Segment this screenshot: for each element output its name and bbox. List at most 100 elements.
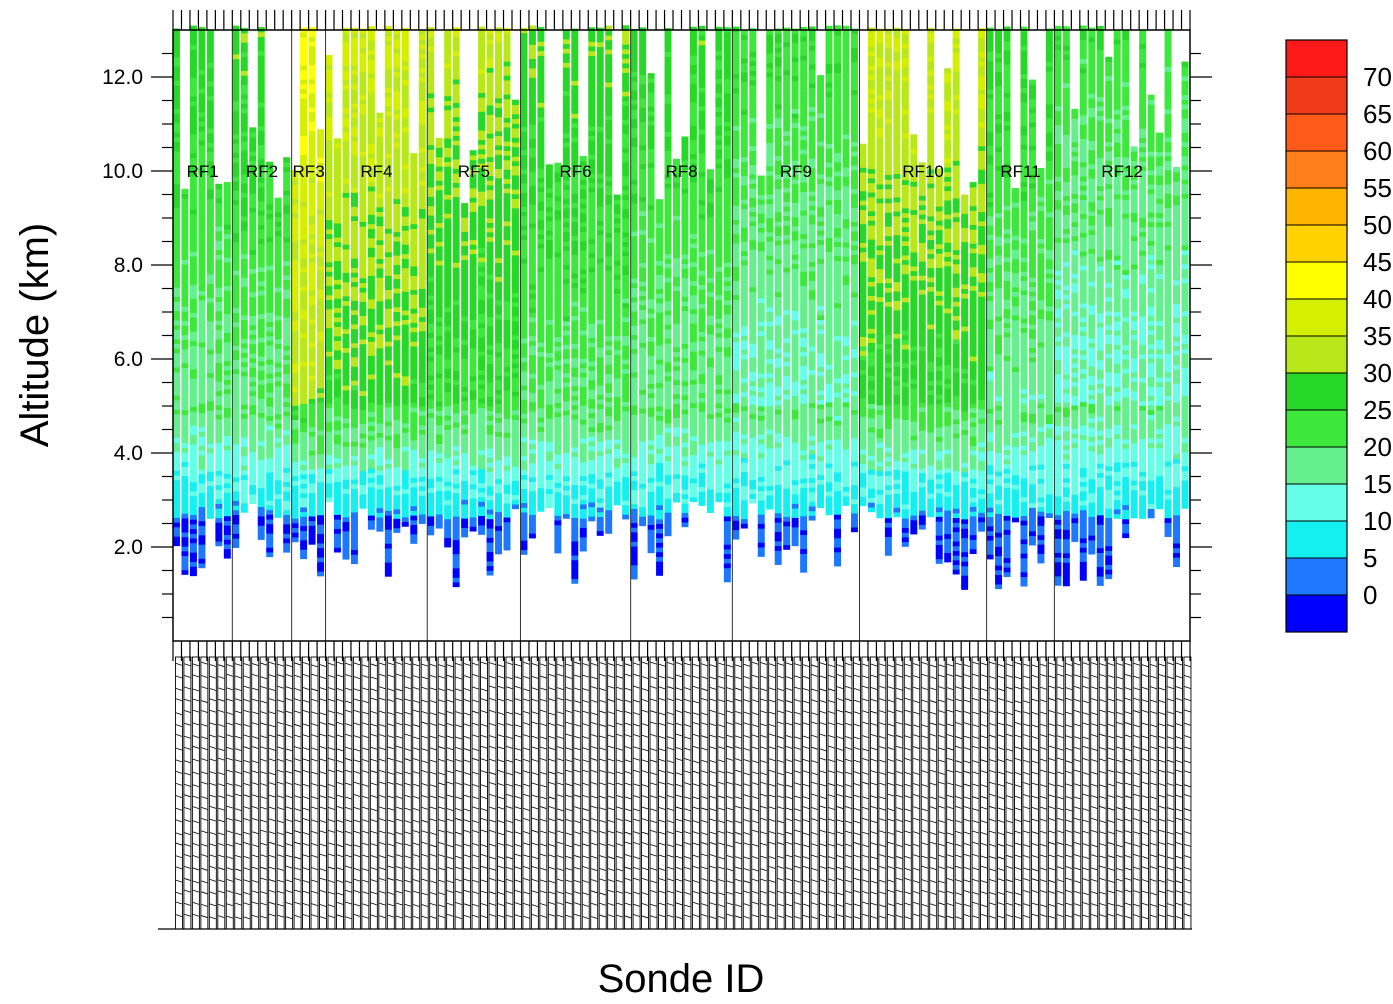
- heatmap-cell: [410, 430, 418, 436]
- heatmap-cell: [495, 238, 502, 245]
- heatmap-cell: [571, 554, 579, 561]
- heatmap-cell: [461, 475, 469, 481]
- heatmap-cell: [367, 524, 375, 530]
- heatmap-cell: [198, 36, 206, 42]
- heatmap-cell: [495, 107, 502, 113]
- heatmap-cell: [376, 131, 384, 137]
- heatmap-cell: [435, 213, 443, 219]
- heatmap-cell: [393, 457, 401, 463]
- heatmap-cell: [571, 418, 579, 424]
- heatmap-cell: [334, 354, 341, 360]
- heatmap-cell: [571, 301, 579, 307]
- heatmap-cell: [274, 484, 282, 490]
- heatmap-cell: [206, 109, 214, 115]
- heatmap-cell: [537, 191, 545, 197]
- heatmap-cell: [512, 217, 519, 223]
- heatmap-cell: [469, 305, 477, 311]
- heatmap-cell: [342, 526, 350, 532]
- heatmap-cell: [452, 464, 460, 470]
- heatmap-cell: [435, 349, 443, 355]
- heatmap-cell: [418, 81, 426, 87]
- heatmap-cell: [215, 498, 223, 504]
- heatmap-cell: [342, 126, 350, 132]
- heatmap-cell: [520, 526, 528, 532]
- heatmap-cell: [181, 517, 189, 524]
- heatmap-cell: [359, 428, 367, 434]
- heatmap-cell: [452, 459, 460, 465]
- heatmap-cell: [173, 221, 180, 227]
- heatmap-cell: [223, 506, 231, 512]
- heatmap-cell: [173, 33, 180, 39]
- heatmap-cell: [384, 204, 392, 211]
- heatmap-cell: [249, 155, 257, 161]
- heatmap-cell: [266, 434, 274, 440]
- heatmap-cell: [461, 325, 469, 331]
- heatmap-cell: [427, 36, 435, 42]
- heatmap-cell: [461, 466, 469, 472]
- heatmap-cell: [435, 457, 443, 463]
- heatmap-cell: [325, 224, 333, 230]
- heatmap-cell: [495, 346, 502, 353]
- heatmap-cell: [317, 199, 325, 206]
- heatmap-cell: [537, 450, 545, 456]
- heatmap-cell: [393, 414, 401, 421]
- heatmap-cell: [545, 427, 553, 433]
- heatmap-cell: [249, 207, 257, 213]
- heatmap-cell: [588, 238, 596, 244]
- heatmap-cell: [571, 334, 579, 340]
- heatmap-cell: [317, 500, 325, 506]
- heatmap-cell: [486, 560, 494, 567]
- heatmap-cell: [350, 70, 358, 76]
- heatmap-cell: [240, 371, 248, 377]
- heatmap-cell: [376, 418, 384, 424]
- heatmap-cell: [189, 364, 197, 370]
- heatmap-cell: [350, 41, 358, 48]
- heatmap-cell: [198, 327, 206, 334]
- heatmap-cell: [427, 459, 435, 465]
- heatmap-cell: [300, 210, 308, 217]
- heatmap-cell: [300, 464, 308, 470]
- heatmap-cell: [528, 91, 536, 97]
- heatmap-cell: [461, 508, 469, 514]
- heatmap-cell: [342, 229, 350, 236]
- heatmap-cell: [545, 295, 553, 302]
- heatmap-cell: [461, 339, 469, 345]
- heatmap-cell: [461, 372, 469, 378]
- heatmap-cell: [478, 106, 486, 112]
- heatmap-cell: [215, 475, 223, 481]
- heatmap-cell: [189, 185, 197, 191]
- heatmap-cell: [342, 446, 350, 452]
- heatmap-cell: [308, 55, 316, 61]
- heatmap-cell: [173, 385, 180, 392]
- heatmap-cell: [588, 177, 596, 183]
- heatmap-cell: [588, 121, 596, 127]
- heatmap-cell: [418, 377, 426, 383]
- heatmap-cell: [198, 389, 206, 395]
- heatmap-cell: [189, 49, 197, 55]
- heatmap-cell: [512, 334, 519, 340]
- heatmap-cell: [461, 207, 469, 214]
- heatmap-cell: [334, 204, 341, 210]
- heatmap-cell: [376, 239, 384, 245]
- heatmap-cell: [173, 108, 180, 114]
- heatmap-cell: [283, 514, 291, 520]
- heatmap-cell: [317, 195, 325, 201]
- heatmap-cell: [554, 294, 562, 300]
- heatmap-cell: [435, 518, 443, 524]
- heatmap-cell: [249, 183, 257, 190]
- heatmap-cell: [300, 243, 308, 249]
- heatmap-cell: [367, 317, 375, 323]
- heatmap-cell: [376, 216, 384, 222]
- heatmap-cell: [384, 510, 392, 516]
- heatmap-cell: [554, 261, 562, 267]
- heatmap-cell: [571, 70, 579, 77]
- heatmap-cell: [249, 484, 257, 490]
- heatmap-cell: [376, 474, 384, 480]
- heatmap-cell: [334, 533, 341, 539]
- heatmap-cell: [283, 232, 291, 238]
- heatmap-cell: [189, 30, 197, 36]
- heatmap-cell: [189, 86, 197, 93]
- heatmap-cell: [452, 295, 460, 301]
- heatmap-cell: [596, 427, 604, 433]
- heatmap-cell: [486, 62, 494, 68]
